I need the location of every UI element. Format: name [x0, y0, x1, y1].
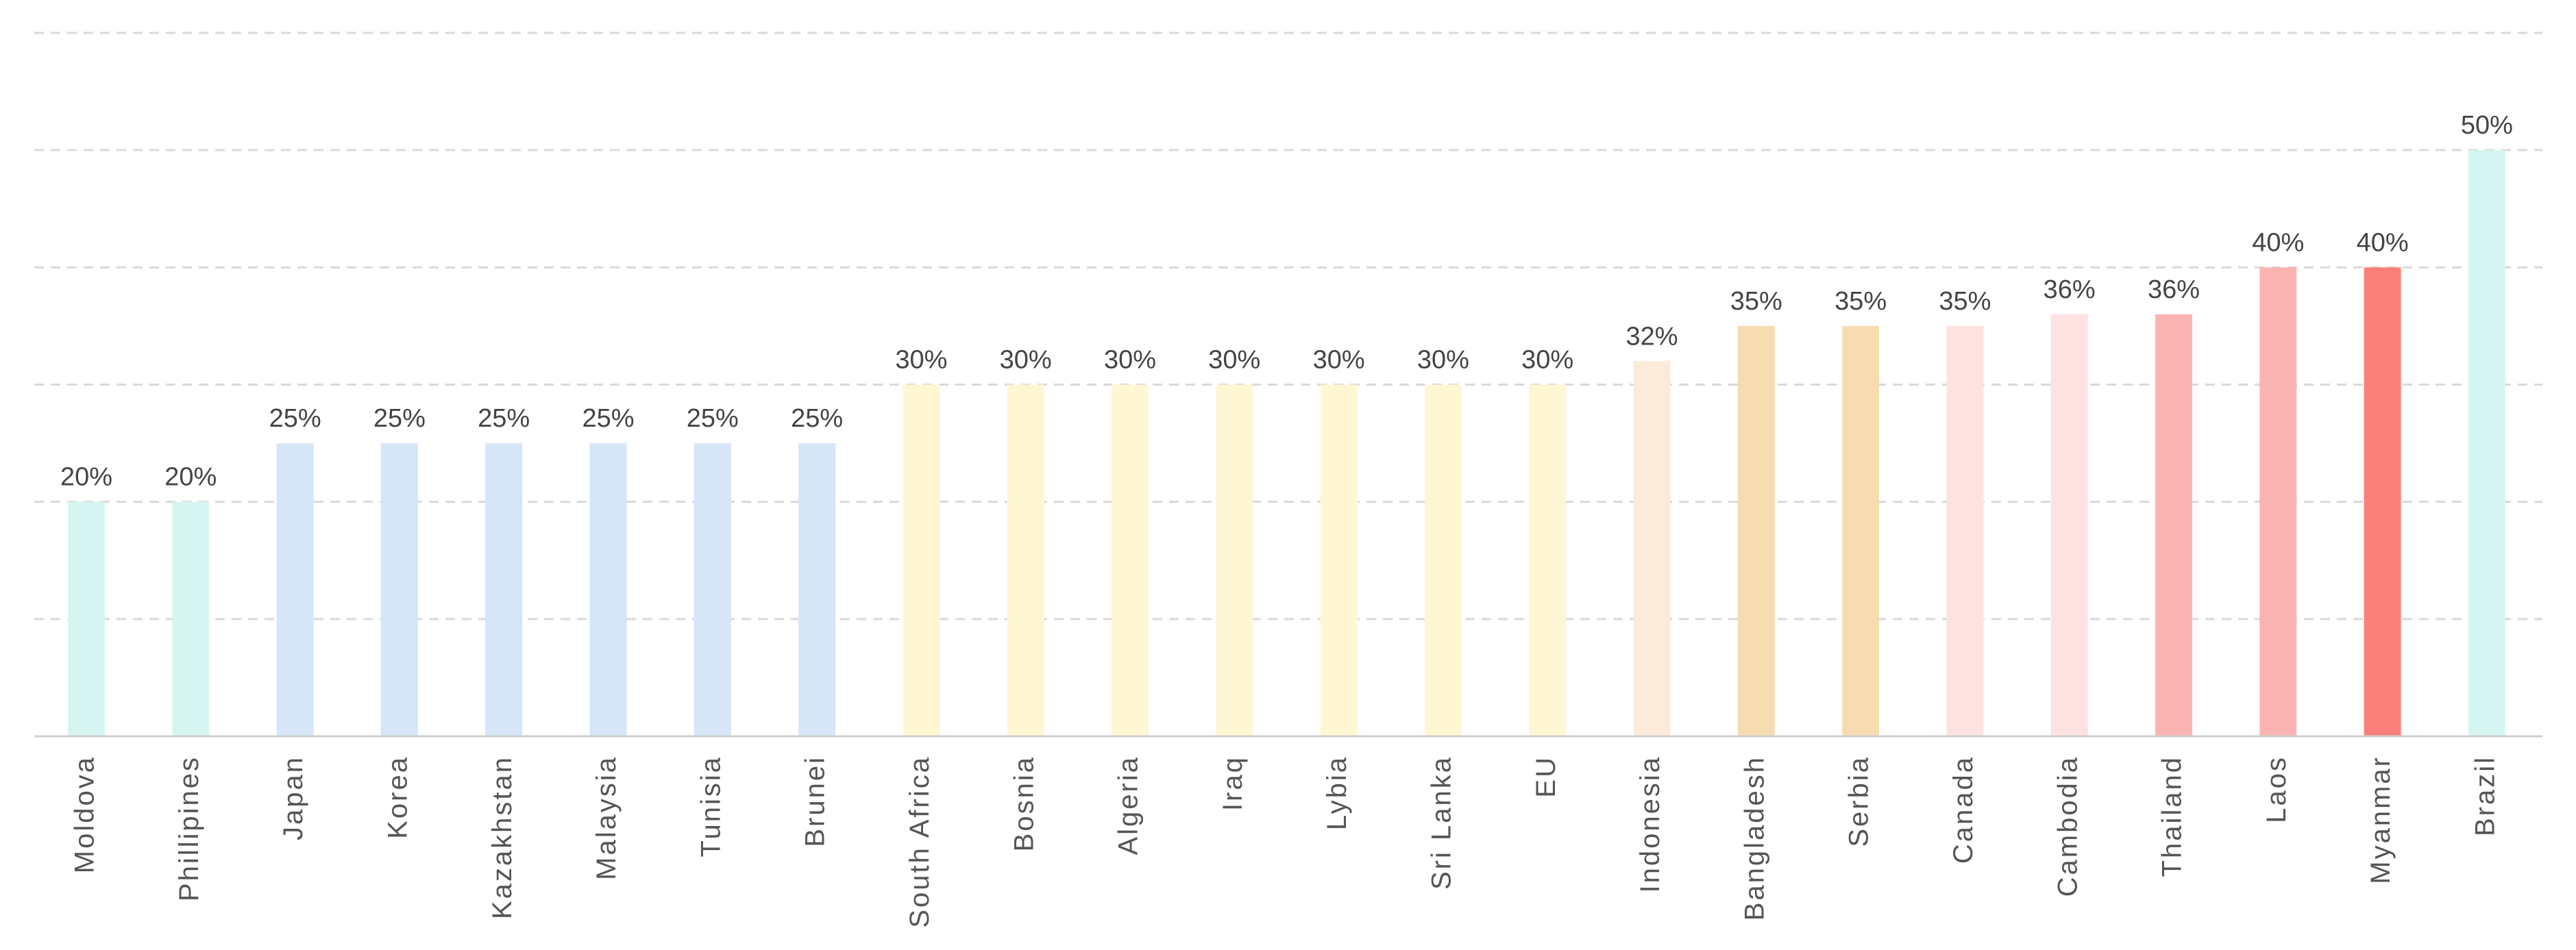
data-label: 35%	[1939, 287, 1991, 316]
x-tick-label: Brunei	[800, 755, 831, 847]
data-label: 30%	[1104, 346, 1156, 375]
x-tick-label: Iraq	[1218, 755, 1248, 811]
bar-lybia	[1320, 384, 1358, 736]
bar-malaysia	[589, 443, 627, 736]
data-label: 35%	[1730, 287, 1782, 316]
data-label: 25%	[687, 404, 739, 433]
data-labels: 20% 20% 25% 25% 25% 25% 25% 25% 30% 30% 30% 30% 30% 3…	[60, 111, 2513, 492]
x-tick-label: Cambodia	[2052, 755, 2083, 897]
data-label: 40%	[2357, 228, 2409, 257]
data-label: 32%	[1626, 322, 1678, 351]
data-label: 25%	[791, 404, 843, 433]
bar-brazil	[2468, 150, 2505, 736]
data-label: 36%	[2044, 275, 2096, 304]
x-tick-label: Moldova	[70, 755, 100, 873]
data-label: 25%	[582, 404, 634, 433]
bar-japan	[276, 443, 314, 736]
data-label: 35%	[1835, 287, 1887, 316]
data-label: 30%	[1313, 346, 1365, 375]
bar-eu	[1529, 384, 1567, 736]
bar-kazakhstan	[485, 443, 523, 736]
x-tick-label: Korea	[382, 755, 413, 839]
x-tick-label: Canada	[1948, 755, 1978, 864]
data-label: 30%	[895, 346, 947, 375]
data-label: 36%	[2148, 275, 2200, 304]
bar-cambodia	[2050, 314, 2088, 736]
x-tick-label: Indonesia	[1635, 755, 1665, 892]
data-label: 25%	[478, 404, 530, 433]
x-tick-label: Bangladesh	[1739, 755, 1769, 921]
bar-laos	[2259, 267, 2297, 736]
bar-moldova	[68, 501, 105, 736]
bar-brunei	[798, 443, 836, 736]
data-label: 40%	[2252, 228, 2304, 257]
x-tick-labels: Moldova Phillipines Japan Korea Kazakhstan Ma…	[70, 755, 2501, 928]
x-tick-label: EU	[1531, 755, 1561, 798]
x-tick-label: Laos	[2261, 755, 2292, 823]
bar-thailand	[2155, 314, 2192, 736]
x-tick-label: Brazil	[2470, 755, 2500, 836]
bar-sri-lanka	[1424, 384, 1462, 736]
x-tick-label: Bosnia	[1009, 755, 1039, 851]
data-label: 25%	[269, 404, 321, 433]
bar-iraq	[1216, 384, 1253, 736]
bar-bosnia	[1007, 384, 1044, 736]
bar-serbia	[1842, 325, 1880, 737]
x-tick-label: Serbia	[1844, 755, 1874, 847]
x-tick-label: Kazakhstan	[487, 755, 517, 919]
data-label: 20%	[60, 463, 112, 492]
x-tick-label: Japan	[278, 755, 308, 840]
gridlines	[34, 32, 2542, 621]
x-tick-label: Lybia	[1322, 755, 1352, 830]
bar-tunisia	[694, 443, 731, 736]
data-label: 30%	[1417, 346, 1469, 375]
x-tick-label: Myanmar	[2366, 755, 2396, 884]
data-label: 30%	[1208, 346, 1260, 375]
x-tick-label: Phillipines	[174, 755, 204, 901]
data-label: 30%	[1521, 346, 1573, 375]
bar-bangladesh	[1737, 325, 1775, 737]
bar-canada	[1946, 325, 1984, 737]
data-label: 50%	[2461, 111, 2513, 140]
x-tick-label: Algeria	[1114, 755, 1144, 855]
x-tick-label: Thailand	[2157, 755, 2187, 877]
x-tick-label: Sri Lanka	[1426, 755, 1456, 890]
x-tick-label: Malaysia	[591, 755, 622, 880]
data-label: 30%	[1000, 346, 1052, 375]
bar-indonesia	[1633, 361, 1671, 736]
bar-algeria	[1112, 384, 1149, 736]
data-label: 25%	[373, 404, 426, 433]
bars	[68, 150, 2505, 737]
bar-phillipines	[172, 501, 210, 736]
x-tick-label: South Africa	[905, 755, 935, 928]
bar-korea	[380, 443, 418, 736]
data-label: 20%	[164, 463, 217, 492]
bar-myanmar	[2364, 267, 2401, 736]
x-tick-label: Tunisia	[696, 755, 726, 857]
bar-south-africa	[903, 384, 940, 736]
